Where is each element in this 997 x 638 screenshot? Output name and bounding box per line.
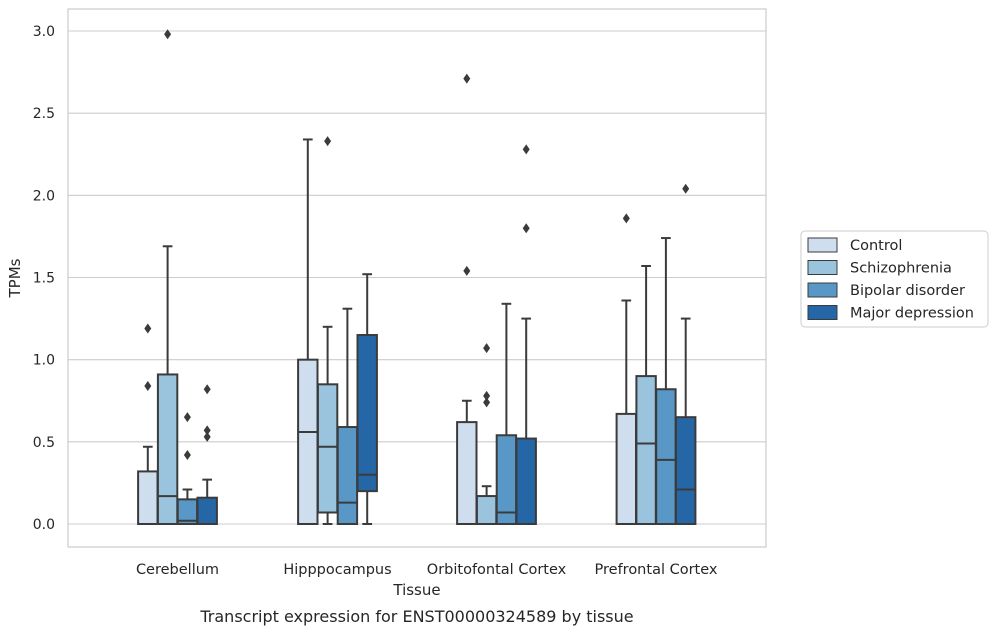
x-tick-label: Orbitofontal Cortex	[427, 562, 567, 578]
box-plot-item	[176, 412, 199, 526]
outlier-point	[622, 213, 630, 224]
outlier-point	[522, 144, 530, 155]
series-major-depression	[196, 144, 697, 525]
y-tick-labels: 0.0 0.5 1.0 1.5 2.0 2.5 3.0	[33, 24, 55, 533]
outlier-point	[164, 29, 172, 40]
box-iqr	[336, 426, 359, 525]
x-tick-labels: Cerebellum Hipppocampus Orbitofontal Corte…	[136, 562, 718, 578]
legend-item: Major depression	[807, 305, 974, 322]
y-tick-label: 0.5	[33, 435, 55, 451]
box-series-layer	[137, 29, 697, 526]
box-plot-item	[515, 144, 537, 525]
legend-frame	[800, 230, 989, 328]
outlier-point	[483, 397, 491, 408]
outlier-point	[203, 425, 211, 436]
outlier-point	[324, 136, 332, 147]
y-tick-label: 0.0	[33, 517, 55, 533]
legend-item: Schizophrenia	[807, 260, 952, 277]
box-iqr	[316, 383, 339, 514]
box-plot-item	[297, 138, 319, 525]
x-axis-label: Tissue	[392, 581, 440, 599]
box-iqr	[495, 434, 518, 526]
outlier-point	[463, 73, 471, 84]
box-iqr	[615, 412, 637, 525]
outlier-point	[183, 412, 191, 423]
x-tick-label: Hipppocampus	[283, 562, 391, 578]
series-schizophrenia	[156, 29, 657, 525]
outlier-point	[463, 265, 471, 276]
box-iqr	[356, 334, 378, 493]
y-tick-label: 2.5	[33, 106, 55, 122]
box-iqr	[456, 421, 478, 526]
outlier-point	[483, 343, 491, 354]
box-iqr	[196, 496, 218, 525]
legend-label: Control	[850, 238, 902, 254]
legend: Control Schizophrenia Bipolar disorder Majo…	[800, 230, 989, 328]
x-tick-label: Prefrontal Cortex	[595, 562, 718, 578]
box-plot-item	[675, 183, 697, 525]
outlier-point	[682, 183, 690, 194]
legend-swatch	[807, 305, 838, 320]
plot-area-frame	[67, 8, 767, 548]
box-iqr	[635, 375, 657, 525]
y-axis-label: TPMs	[6, 258, 24, 298]
outlier-point	[203, 431, 211, 442]
legend-item: Control	[807, 237, 902, 254]
box-iqr	[675, 416, 697, 525]
box-plot-item	[336, 307, 359, 525]
legend-item: Bipolar disorder	[807, 282, 965, 299]
outlier-point	[144, 323, 152, 334]
box-plot-item	[196, 384, 218, 525]
outlier-point	[203, 384, 211, 395]
box-plot-item	[156, 29, 179, 525]
y-tick-label: 1.0	[33, 353, 55, 369]
x-tick-label: Cerebellum	[136, 562, 219, 578]
legend-swatch	[807, 282, 838, 298]
box-iqr	[297, 358, 319, 525]
box-iqr	[137, 470, 159, 525]
box-iqr	[475, 495, 498, 525]
legend-label: Bipolar disorder	[850, 283, 965, 299]
y-tick-label: 2.0	[33, 188, 55, 204]
legend-swatch	[807, 260, 838, 275]
y-tick-label: 1.5	[33, 271, 55, 287]
box-iqr	[156, 373, 179, 525]
legend-label: Schizophrenia	[850, 261, 952, 277]
outlier-point	[183, 449, 191, 460]
y-tick-label: 3.0	[33, 24, 55, 40]
legend-label: Major depression	[850, 306, 974, 322]
outlier-point	[144, 380, 152, 391]
box-iqr	[655, 388, 677, 525]
box-plot-item	[137, 323, 159, 525]
series-bipolar-disorder	[176, 237, 677, 526]
box-plot-item	[456, 73, 478, 526]
box-plot-item	[356, 273, 378, 525]
outlier-point	[522, 223, 530, 234]
legend-swatch	[807, 237, 838, 253]
box-iqr	[515, 437, 537, 525]
outlier-point	[483, 390, 491, 401]
chart-caption: Transcript expression for ENST0000032458…	[199, 607, 633, 626]
